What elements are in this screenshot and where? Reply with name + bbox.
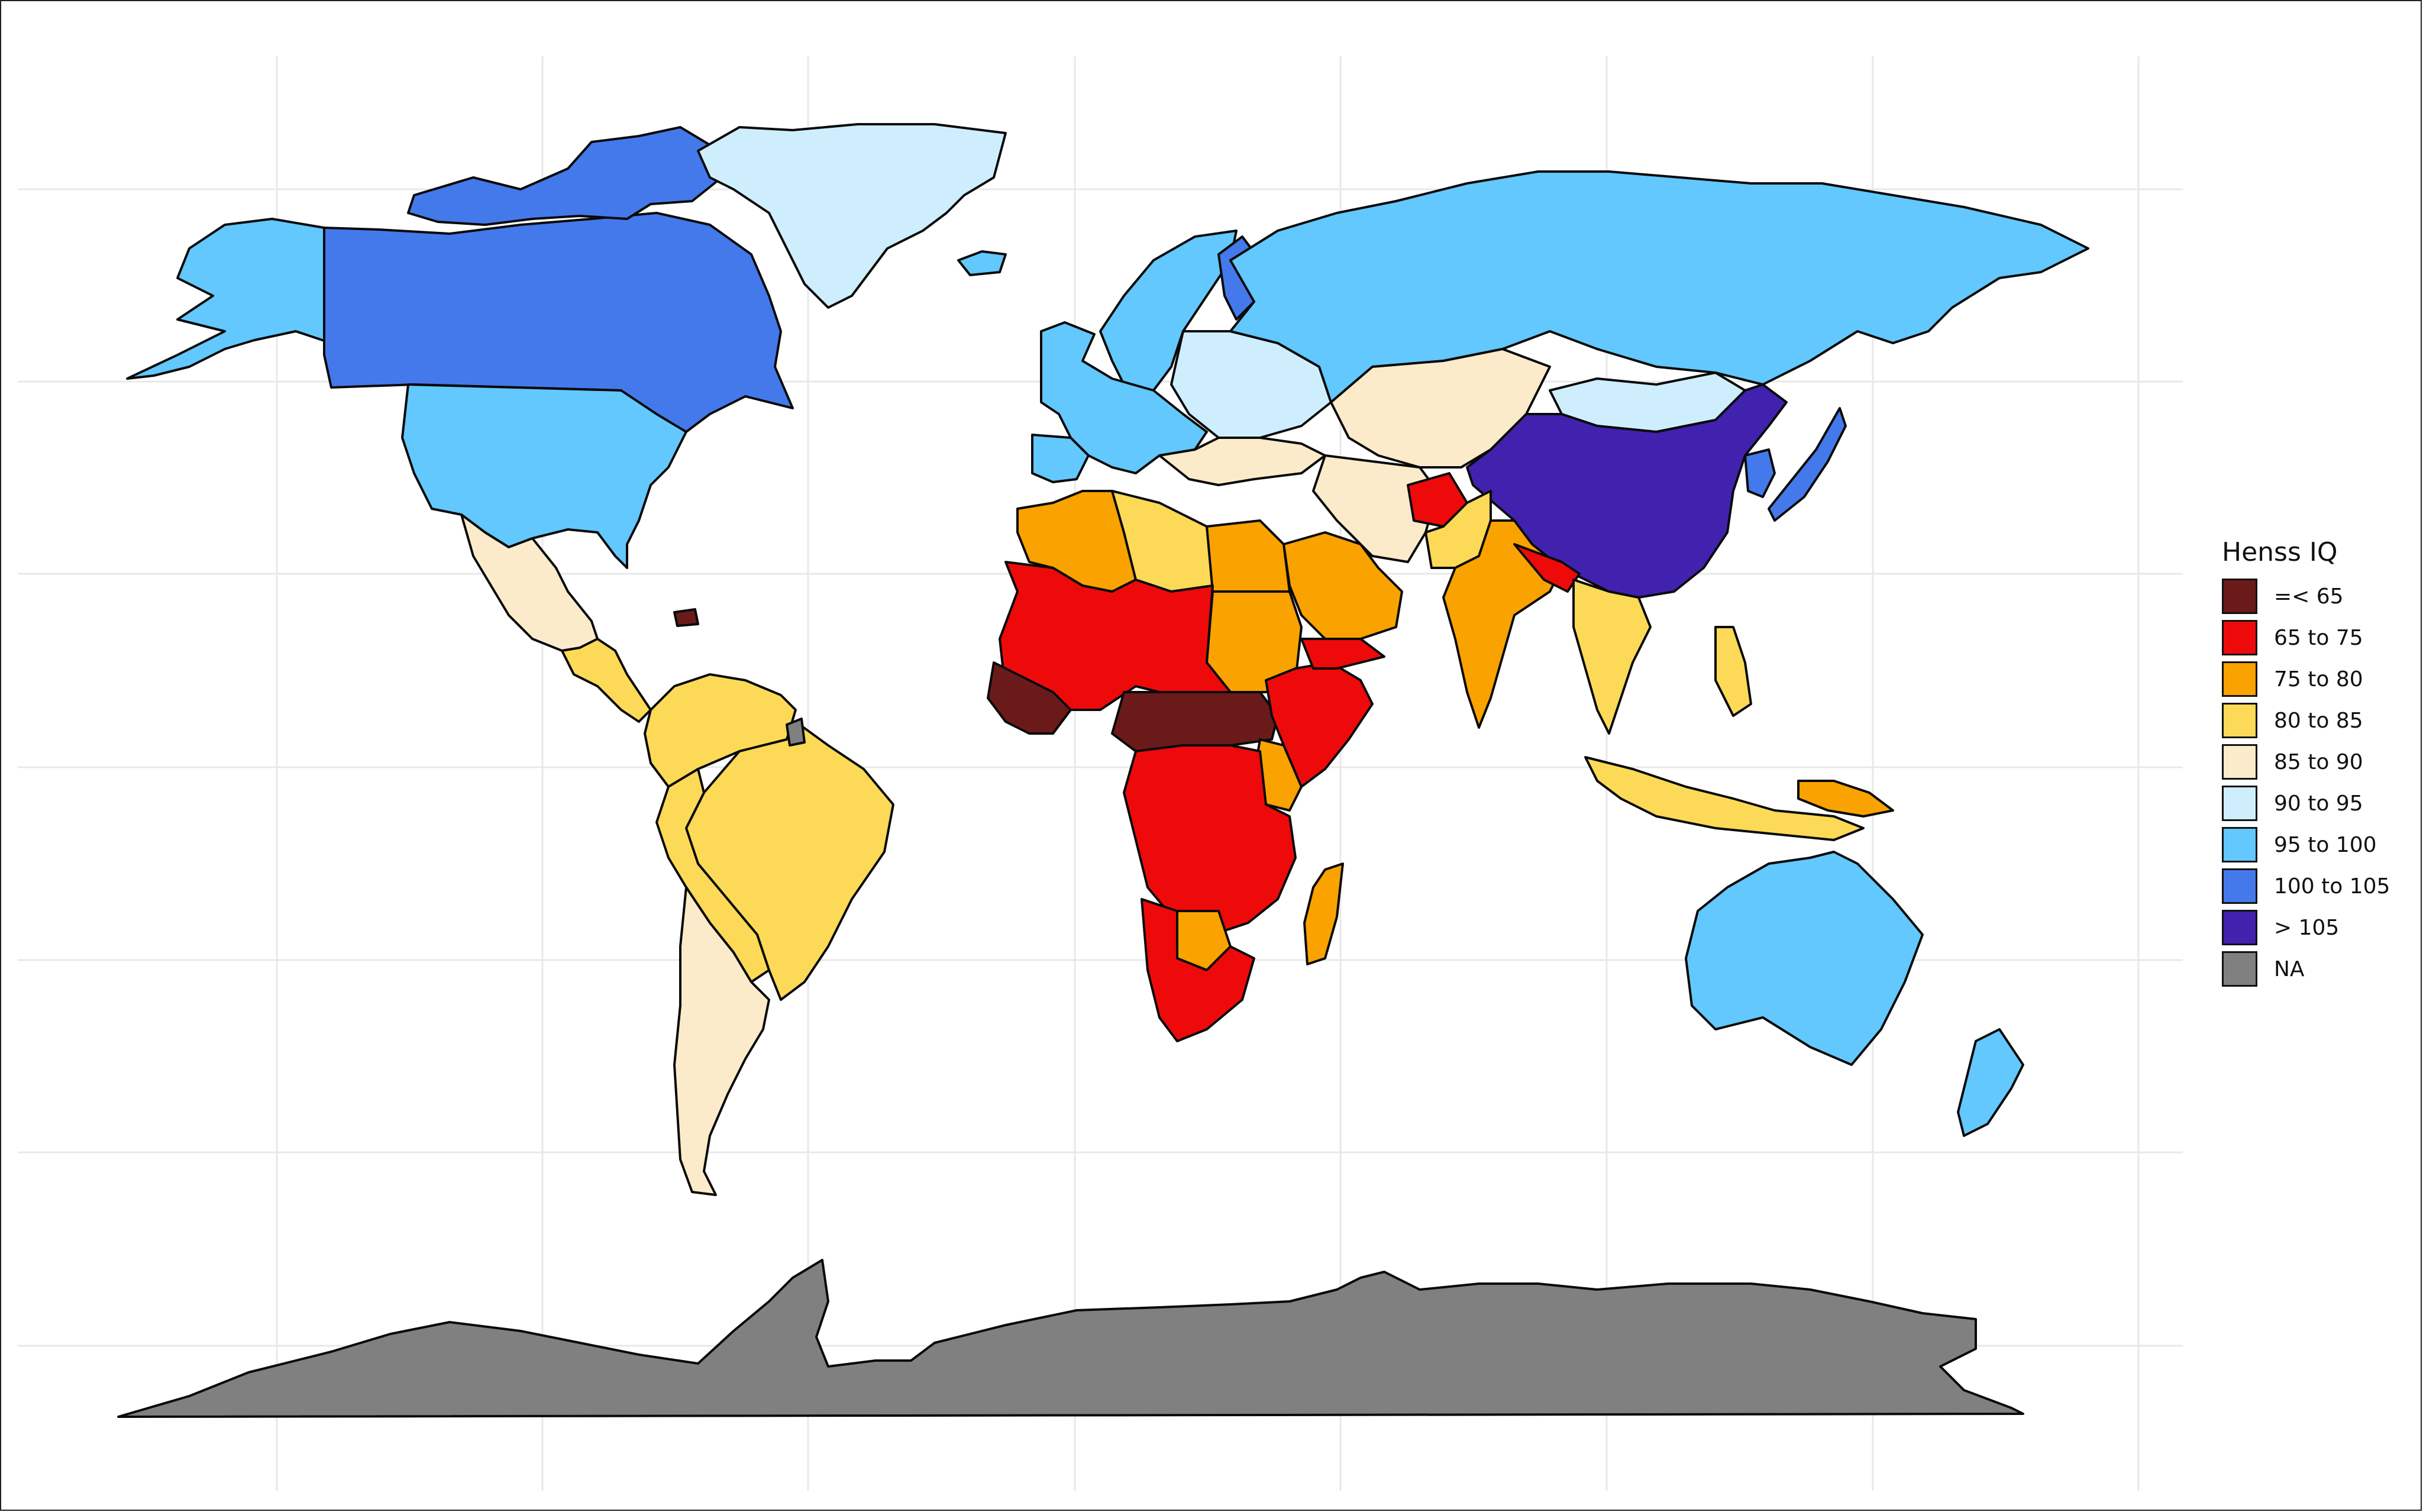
region-australia: [1685, 851, 1924, 1066]
legend-swatch: [2222, 786, 2257, 821]
region-central-america: [561, 638, 652, 723]
legend-label: 75 to 80: [2274, 667, 2363, 692]
region-egypt: [1206, 519, 1291, 593]
legend-item: 100 to 105: [2222, 865, 2390, 907]
legend-swatch: [2222, 744, 2257, 780]
legend-label: =< 65: [2274, 584, 2344, 609]
region-caribbean-haiti: [673, 608, 699, 627]
legend-label: 65 to 75: [2274, 625, 2363, 650]
legend-label: 90 to 95: [2274, 791, 2363, 816]
legend-item: 90 to 95: [2222, 783, 2390, 824]
region-south-africa: [1141, 898, 1255, 1042]
region-central-southern-africa: [1123, 744, 1297, 936]
legend-label: 100 to 105: [2274, 874, 2390, 899]
region-indonesia: [1584, 756, 1865, 841]
region-india: [1442, 519, 1563, 729]
legend-items: =< 65 65 to 75 75 to 80 80 to 85 85 to 90 90 …: [2222, 576, 2390, 990]
region-french-guiana: [786, 718, 806, 747]
region-philippines: [1714, 626, 1752, 717]
legend-swatch: [2222, 703, 2257, 738]
legend: Henss IQ =< 65 65 to 75 75 to 80 80 to 85 85…: [2222, 537, 2390, 990]
legend-item: 65 to 75: [2222, 617, 2390, 658]
region-yemen: [1300, 638, 1385, 670]
legend-swatch: [2222, 827, 2257, 862]
region-united-states: [401, 383, 687, 569]
legend-item: 80 to 85: [2222, 700, 2390, 741]
legend-swatch: [2222, 868, 2257, 904]
region-russia: [1229, 170, 2089, 403]
legend-swatch: [2222, 661, 2257, 697]
legend-label: 95 to 100: [2274, 832, 2377, 857]
legend-label: 85 to 90: [2274, 749, 2363, 774]
legend-swatch: [2222, 579, 2257, 614]
region-canadian-arctic-islands: [407, 126, 723, 226]
region-iceland: [957, 250, 1007, 276]
legend-item: 95 to 100: [2222, 824, 2390, 865]
region-southeast-asia-mainland: [1572, 579, 1652, 735]
legend-title: Henss IQ: [2222, 537, 2338, 567]
legend-item: =< 65: [2222, 576, 2390, 617]
legend-item: 85 to 90: [2222, 741, 2390, 783]
region-iberia: [1031, 434, 1090, 483]
region-argentina-chile: [673, 886, 770, 1196]
legend-label: NA: [2274, 957, 2305, 981]
legend-item: > 105: [2222, 907, 2390, 948]
region-japan: [1768, 407, 1847, 522]
region-central-african-belt: [1111, 691, 1279, 752]
legend-swatch: [2222, 910, 2257, 945]
region-antarctica: [117, 1259, 2024, 1418]
legend-label: > 105: [2274, 915, 2340, 940]
region-korea: [1744, 448, 1776, 498]
legend-swatch: [2222, 620, 2257, 655]
region-greenland: [697, 123, 1007, 309]
legend-label: 80 to 85: [2274, 708, 2363, 733]
countries-layer: [117, 123, 2089, 1418]
region-iran: [1312, 454, 1439, 563]
region-papua-new-guinea: [1797, 780, 1894, 818]
legend-item: 75 to 80: [2222, 658, 2390, 700]
legend-swatch: [2222, 951, 2257, 987]
region-madagascar: [1303, 862, 1344, 965]
region-saudi-arabia: [1282, 531, 1403, 640]
region-bolivia-paraguay: [655, 768, 770, 983]
region-new-zealand: [1957, 1028, 2024, 1137]
legend-item: NA: [2222, 948, 2390, 990]
region-coastal-west-africa: [987, 661, 1072, 735]
